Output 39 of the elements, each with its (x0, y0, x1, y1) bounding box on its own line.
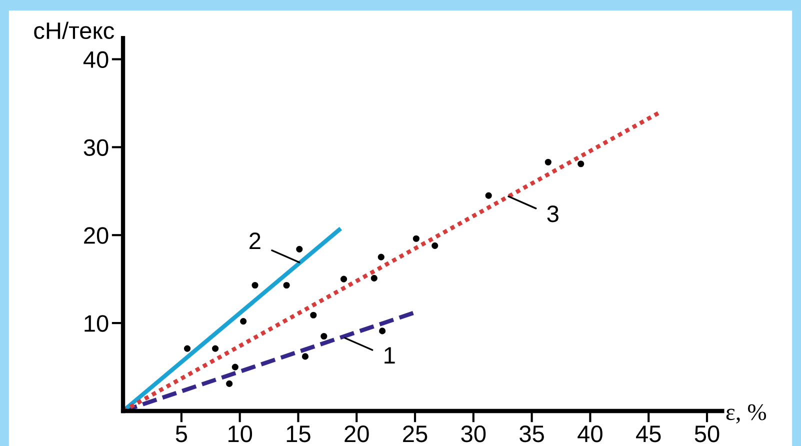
x-tick-label: 15 (286, 426, 310, 442)
point (412, 235, 420, 242)
point (296, 246, 303, 252)
y-axis-title: сН/текс (34, 22, 114, 40)
point (578, 160, 584, 168)
point (212, 345, 219, 352)
y-tick-label: 10 (84, 315, 108, 332)
point (232, 364, 238, 370)
point (379, 328, 386, 334)
point (310, 312, 317, 318)
point (252, 282, 258, 289)
point (340, 276, 348, 282)
x-tick-label: 45 (636, 426, 661, 442)
point (320, 332, 328, 340)
point (184, 345, 191, 352)
x-tick-label: 20 (344, 426, 369, 442)
annotation: 1 (384, 347, 395, 364)
x-tick-label: 5 (176, 426, 188, 442)
x-axis-title: ε, % (726, 404, 766, 424)
annotation: 3 (547, 205, 558, 222)
y-tick-label: 20 (84, 227, 108, 244)
point (240, 318, 247, 325)
x-tick-label: 50 (694, 426, 720, 442)
point (302, 353, 309, 360)
point (226, 380, 233, 388)
x-tick-label: 25 (403, 426, 428, 442)
y-tick-label: 30 (84, 139, 108, 156)
point (432, 242, 438, 249)
point (370, 274, 378, 282)
y-tick-label: 40 (83, 51, 108, 68)
point (378, 254, 384, 260)
point (283, 282, 290, 289)
point (485, 192, 492, 199)
x-tick-label: 35 (520, 426, 544, 442)
x-tick-label: 30 (461, 426, 486, 442)
x-tick-label: 10 (228, 426, 252, 442)
x-tick-label: 40 (578, 426, 602, 442)
point (544, 158, 552, 166)
annotation: 2 (250, 232, 260, 250)
